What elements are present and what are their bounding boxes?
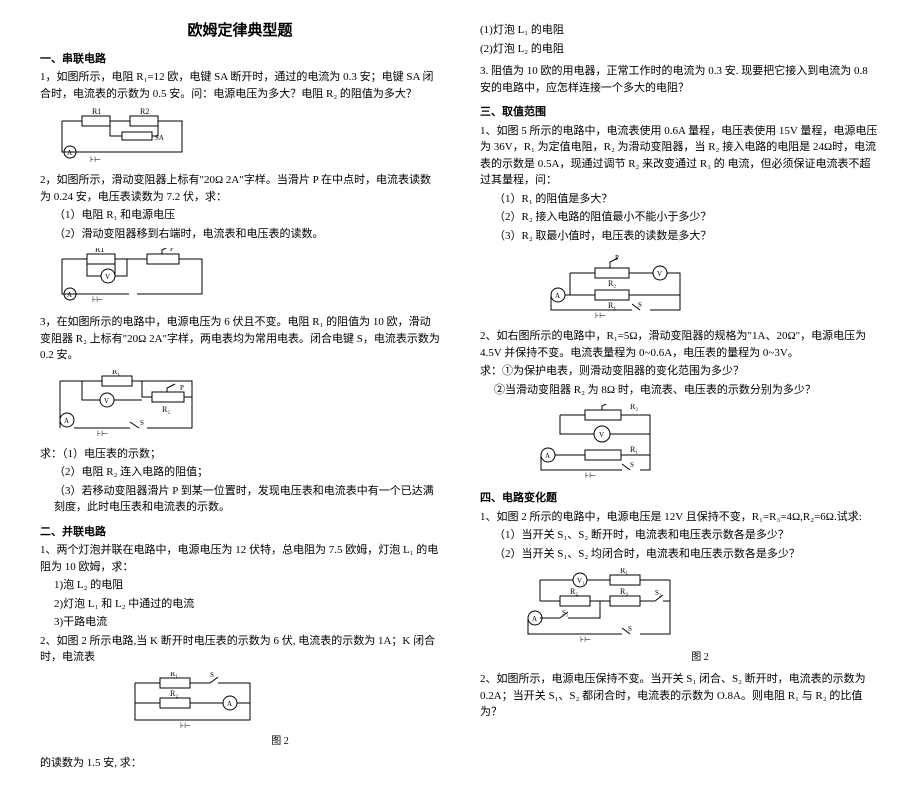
svg-text:V: V <box>657 270 662 278</box>
svg-text:⊦⊢: ⊦⊢ <box>595 311 606 320</box>
svg-text:A: A <box>67 291 72 299</box>
right-column: (1)灯泡 L₁ 的电阻 (2)灯泡 L₂ 的电阻 3. 阻值为 10 欧的用电… <box>480 20 880 773</box>
r-top-q3: 3. 阻值为 10 欧的用电器，正常工作时的电流为 0.3 安. 现要把它接入到… <box>480 63 880 96</box>
sec1-fig1: R1 R2 SA A ⊦⊢ <box>52 108 440 166</box>
sec1-q3-3: （3）若移动变阻器滑片 P 到某一位置时，发现电压表和电流表中有一个已达满刻度，… <box>40 483 440 516</box>
doc-title: 欧姆定律典型题 <box>40 20 440 43</box>
sec3-q2-ask: 求：①为保护电表，则滑动变阻器的变化范围为多少？ <box>480 363 880 380</box>
sec2-fig2: R₁ S R₂ A ⊦⊢ 图 2 <box>120 672 440 749</box>
sec2-q1-3: 3)干路电流 <box>40 614 440 631</box>
sec1-fig3: R₁ P R₂ V A S ⊦⊢ <box>52 370 440 440</box>
sec1-q3-2: （2）电阻 R₂ 连入电路的阻值； <box>40 464 440 481</box>
svg-text:⊦⊢: ⊦⊢ <box>180 721 191 730</box>
sec4-q2: 2、如图所示，电源电压保持不变。当开关 S₁ 闭合、S₂ 断开时，电流表的示数为… <box>480 671 880 721</box>
r-top-l1: (1)灯泡 L₁ 的电阻 <box>480 22 880 39</box>
svg-text:A: A <box>64 417 69 425</box>
sec1-q3-ask: 求：（1）电压表的示数； <box>40 446 440 463</box>
sec4-q1-intro: 1、如图 2 所示的电路中，电源电压是 12V 且保持不变，R₁=R₃=4Ω,R… <box>480 509 880 526</box>
sec3-q1-intro: 1、如图 5 所示的电路中，电流表使用 0.6A 量程，电压表使用 15V 量程… <box>480 123 880 189</box>
svg-text:R1: R1 <box>95 248 104 254</box>
svg-text:A: A <box>555 292 560 300</box>
svg-text:⊦⊢: ⊦⊢ <box>97 429 108 438</box>
sec1-q1: 1，如图所示，电阻 R₁=12 欧，电键 SA 断开时，通过的电流为 0.3 安… <box>40 69 440 102</box>
svg-text:⊦⊢: ⊦⊢ <box>92 295 103 304</box>
sec4-q1-1: （1）当开关 S₁、S₂ 断开时，电流表和电压表示数各是多少？ <box>480 527 880 544</box>
sec3-fig1: P R₂ R₁ V A S ⊦⊢ <box>540 250 880 322</box>
svg-text:A: A <box>67 149 72 157</box>
sec4-head: 四、电路变化题 <box>480 490 880 507</box>
sec3-q2-intro: 2、如右图所示的电路中，R₁=5Ω，滑动变阻器的规格为"1A、20Ω"，电源电压… <box>480 328 880 361</box>
svg-text:V: V <box>599 431 604 439</box>
svg-text:⊦⊢: ⊦⊢ <box>580 635 591 644</box>
sec1-q2-intro: 2，如图所示，滑动变阻器上标有"20Ω 2A"字样。当滑片 P 在中点时，电流表… <box>40 172 440 205</box>
svg-text:A: A <box>532 615 537 623</box>
svg-text:S: S <box>628 625 632 633</box>
svg-text:A: A <box>545 452 550 460</box>
sec3-head: 三、取值范围 <box>480 104 880 121</box>
sec2-q1-1: 1)泡 L₂ 的电阻 <box>40 577 440 594</box>
page: 欧姆定律典型题 一、串联电路 1，如图所示，电阻 R₁=12 欧，电键 SA 断… <box>40 20 880 773</box>
svg-text:R₂: R₂ <box>162 405 170 414</box>
svg-text:SA: SA <box>155 134 164 142</box>
svg-text:R₂: R₂ <box>630 404 638 411</box>
svg-text:P: P <box>170 248 174 253</box>
sec4-q1-2: （2）当开关 S₁、S₂ 均闭合时，电流表和电压表示数各是多少？ <box>480 546 880 563</box>
sec1-fig2: R1 P V A ⊦⊢ <box>52 248 440 308</box>
svg-text:R₁: R₁ <box>608 301 616 310</box>
sec2-q1-2: 2)灯泡 L₁ 和 L₂ 中通过的电流 <box>40 596 440 613</box>
sec4-fig1-cap: 图 2 <box>520 650 880 665</box>
svg-text:R₁: R₁ <box>170 672 178 678</box>
svg-text:R₂: R₂ <box>170 689 178 698</box>
svg-text:R₂: R₂ <box>570 587 578 596</box>
sec3-q2-2: ②当滑动变阻器 R₂ 为 8Ω 时，电流表、电压表的示数分别为多少？ <box>480 382 880 399</box>
svg-text:A: A <box>227 700 232 708</box>
svg-text:V₁: V₁ <box>577 577 585 585</box>
svg-text:R₃: R₃ <box>620 587 628 596</box>
r-top-l2: (2)灯泡 L₂ 的电阻 <box>480 41 880 58</box>
sec2-fig2-cap: 图 2 <box>120 734 440 749</box>
sec3-q1-2: （2）R₂ 接入电路的阻值最小不能小于多少？ <box>480 209 880 226</box>
sec1-q2-1: （1）电阻 R₁ 和电源电压 <box>40 207 440 224</box>
sec1-head: 一、串联电路 <box>40 51 440 68</box>
svg-text:P: P <box>615 254 619 262</box>
sec1-q2-2: （2）滑动变阻器移到右端时，电流表和电压表的读数。 <box>40 226 440 243</box>
sec2-q2-tail: 的读数为 1.5 安, 求： <box>40 755 440 772</box>
svg-text:S: S <box>630 461 634 469</box>
svg-text:R2: R2 <box>140 108 149 116</box>
left-column: 欧姆定律典型题 一、串联电路 1，如图所示，电阻 R₁=12 欧，电键 SA 断… <box>40 20 440 773</box>
svg-text:R₁: R₁ <box>112 370 120 376</box>
svg-text:S₁: S₁ <box>562 609 568 617</box>
svg-text:S₂: S₂ <box>655 589 662 597</box>
svg-text:S: S <box>638 301 642 309</box>
svg-text:⊦⊢: ⊦⊢ <box>90 155 101 164</box>
svg-text:S: S <box>210 672 214 679</box>
sec4-fig1: V₁ R₁ R₂ R₃ S₂ A S₁ S ⊦⊢ 图 2 <box>520 568 880 665</box>
sec2-q2-intro: 2、如图 2 所示电路,当 K 断开时电压表的示数为 6 伏, 电流表的示数为 … <box>40 633 440 666</box>
svg-text:S: S <box>140 419 144 427</box>
sec3-fig2: R₂ V R₁ A S ⊦⊢ <box>530 404 880 482</box>
sec2-head: 二、并联电路 <box>40 524 440 541</box>
sec2-q1-intro: 1、两个灯泡并联在电路中，电源电压为 12 伏特，总电阻为 7.5 欧姆，灯泡 … <box>40 542 440 575</box>
svg-text:R₁: R₁ <box>620 568 628 575</box>
svg-text:V: V <box>104 397 109 405</box>
svg-text:R₁: R₁ <box>630 445 638 454</box>
sec1-q3-intro: 3，在如图所示的电路中，电源电压为 6 伏且不变。电阻 R₁ 的阻值为 10 欧… <box>40 314 440 364</box>
sec3-q1-3: （3）R₂ 取最小值时，电压表的读数是多大？ <box>480 228 880 245</box>
sec3-q1-1: （1）R₁ 的阻值是多大？ <box>480 191 880 208</box>
svg-text:⊦⊢: ⊦⊢ <box>585 471 596 480</box>
svg-text:R1: R1 <box>92 108 101 116</box>
svg-text:V: V <box>105 273 110 281</box>
svg-text:P: P <box>180 384 184 392</box>
svg-text:R₂: R₂ <box>608 279 616 288</box>
